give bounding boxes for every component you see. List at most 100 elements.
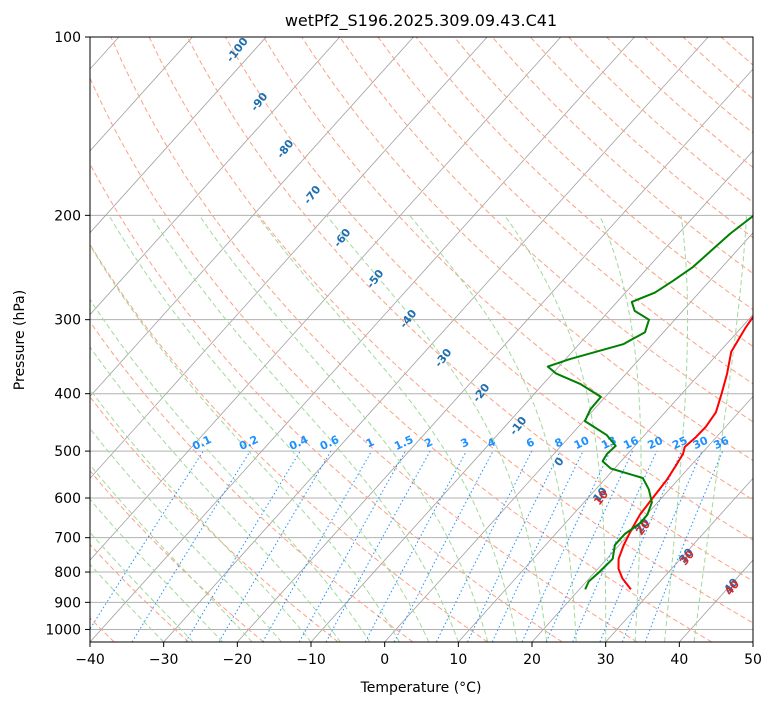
mixing-ratio-label: 8 — [553, 435, 565, 450]
dry-adiabat-line — [90, 470, 264, 642]
x-axis: −40 −30 −20 −10 0 10 20 30 40 50 — [75, 642, 762, 668]
x-axis-label: Temperature (°C) — [360, 680, 482, 696]
mixing-ratio-line — [262, 450, 373, 642]
moist-adiabat-line — [599, 215, 642, 642]
y-tick-label: 100 — [54, 30, 81, 46]
dry-adiabat-label: -100 — [224, 35, 251, 65]
y-tick-label: 200 — [54, 208, 81, 224]
moist-adiabat-line — [108, 215, 430, 642]
isotherm-line — [605, 477, 753, 642]
x-tick-label: 10 — [449, 652, 467, 668]
moist-adiabat-line — [90, 298, 371, 642]
isotherm-line — [531, 395, 753, 642]
isotherm-line — [752, 641, 753, 642]
isotherm-line — [310, 150, 753, 642]
dry-adiabat-line — [90, 543, 190, 642]
mixing-ratio-line — [644, 450, 724, 642]
dry-adiabat-line — [90, 396, 339, 642]
plot-frame — [89, 36, 754, 643]
x-tick-label: 0 — [380, 652, 389, 668]
dry-adiabat-line — [415, 37, 753, 348]
chart-title: wetPf2_S196.2025.309.09.43.C41 — [285, 11, 557, 31]
y-tick-label: 900 — [54, 595, 81, 611]
dry-adiabat-line — [90, 162, 563, 642]
x-tick-label: −30 — [149, 652, 179, 668]
mixing-ratio-label: 1 — [364, 435, 376, 450]
mixing-ratio-line — [131, 450, 251, 642]
isotherm-line — [679, 559, 753, 642]
mixing-ratio-line — [325, 450, 431, 642]
moist-adiabat-line — [504, 215, 607, 642]
dry-adiabat-line — [453, 37, 753, 311]
moist-adiabat-line — [150, 215, 459, 642]
moist-adiabat-line — [90, 244, 400, 642]
dry-adiabat-line — [263, 37, 753, 501]
dry-adiabat-line — [720, 37, 753, 66]
dry-adiabat-label: -70 — [301, 183, 324, 207]
isotherm-line — [163, 37, 709, 642]
mixing-ratio-label: 36 — [712, 434, 732, 452]
dry-adiabat-line — [224, 37, 753, 541]
mixing-ratio-label: 20 — [646, 434, 666, 452]
dry-adiabat-line — [90, 243, 488, 642]
isotherm-line — [90, 37, 193, 152]
y-tick-label: 700 — [54, 531, 81, 547]
isotherm-line — [237, 68, 753, 642]
x-tick-label: 30 — [597, 652, 615, 668]
x-tick-label: −40 — [75, 652, 105, 668]
mixing-ratio-label: 0.4 — [287, 433, 310, 453]
isotherm-line — [90, 37, 414, 398]
y-tick-label: 800 — [54, 565, 81, 581]
moist-adiabat-line — [664, 215, 689, 642]
dry-adiabat-line — [110, 37, 712, 642]
moist-adiabat-line — [90, 427, 282, 642]
mixing-ratio-label: 0.6 — [318, 433, 341, 453]
isotherm-line — [90, 37, 341, 316]
x-tick-label: −20 — [223, 652, 253, 668]
y-tick-label: 300 — [54, 313, 81, 329]
mixing-ratio-label: 0.1 — [190, 433, 213, 453]
y-tick-label: 600 — [54, 491, 81, 507]
dry-adiabat-label: -90 — [248, 90, 271, 114]
mixing-ratio-label: 1.5 — [392, 433, 415, 453]
mixing-ratio-line — [467, 450, 561, 642]
isotherm-line — [90, 37, 488, 479]
dry-adiabat-label: -30 — [432, 346, 455, 370]
mixing-ratio-line — [545, 450, 633, 642]
dry-adiabat-line — [301, 37, 753, 462]
moist-adiabat-label: 40 — [722, 578, 742, 598]
x-tick-label: 20 — [523, 652, 541, 668]
series-dewpoint-line — [546, 214, 753, 590]
background-lines — [90, 37, 775, 642]
y-axis: 1000 900 800 700 600 500 400 300 200 100 — [45, 30, 90, 638]
dry-adiabat-label: -80 — [274, 137, 297, 161]
profile-series — [546, 214, 753, 591]
mixing-ratio-label: 3 — [459, 435, 471, 450]
mixing-ratio-line — [521, 450, 611, 642]
dry-adiabat-label: -10 — [507, 414, 530, 438]
moist-adiabat-line — [693, 215, 748, 642]
mixing-ratio-line — [364, 450, 467, 642]
dry-adiabat-line — [568, 37, 753, 203]
mixing-ratio-line — [298, 450, 406, 642]
moist-adiabat-line — [409, 214, 577, 642]
moist-adiabat-label: 30 — [677, 548, 697, 568]
dry-adiabat-line — [759, 37, 775, 642]
mixing-ratio-line — [621, 450, 703, 642]
mixing-ratio-line — [435, 450, 533, 642]
moist-adiabat-line — [90, 464, 253, 642]
dry-adiabat-line — [148, 37, 753, 624]
mixing-ratio-label: 16 — [621, 434, 641, 452]
moist-adiabat-line — [326, 214, 548, 642]
series-temperature-line — [617, 315, 753, 591]
mixing-ratio-line — [599, 450, 682, 642]
moist-adiabat-line — [256, 215, 518, 642]
mixing-ratio-label: 4 — [485, 435, 498, 450]
moist-adiabat-line — [90, 346, 341, 642]
y-tick-label: 1000 — [45, 622, 81, 638]
dry-adiabat-label: -60 — [331, 226, 354, 250]
isotherm-line — [90, 37, 635, 642]
moist-adiabat-line — [90, 388, 312, 642]
dry-adiabat-line — [644, 37, 753, 134]
